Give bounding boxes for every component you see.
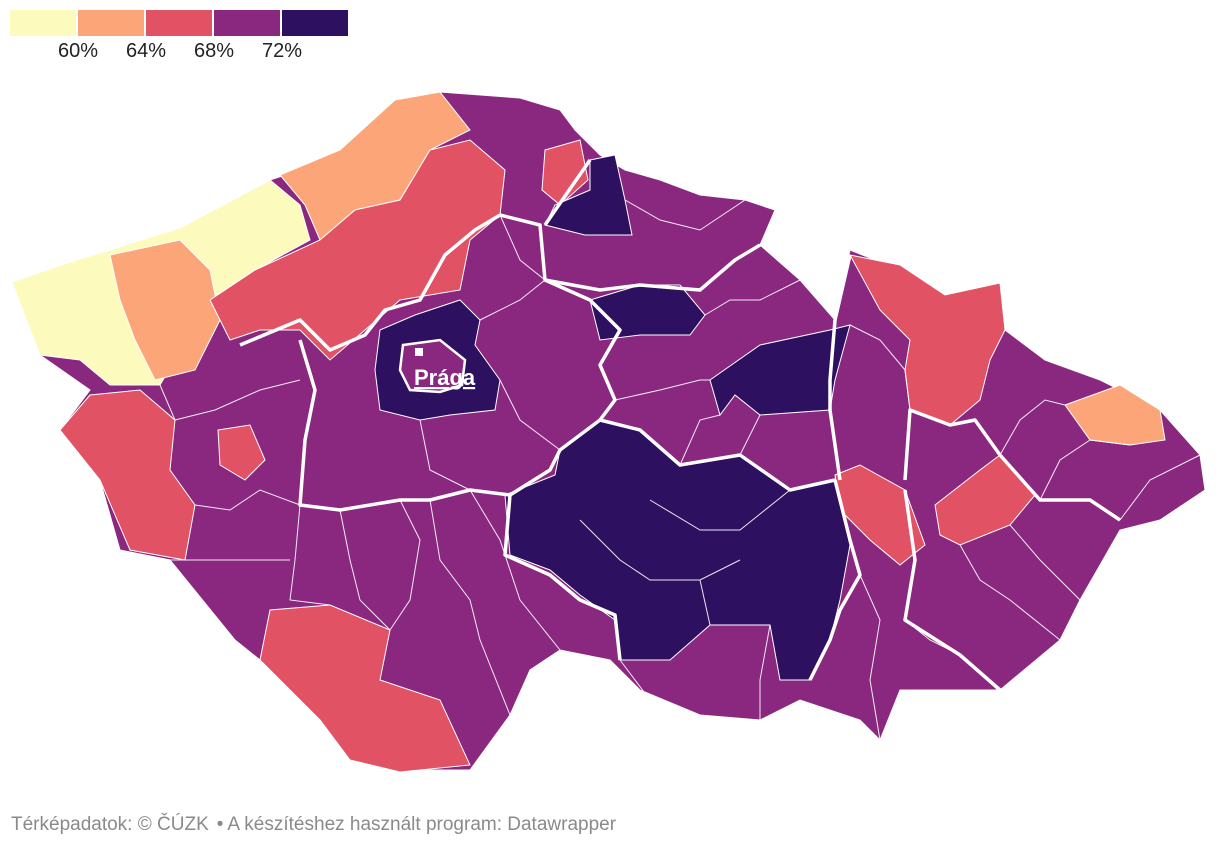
region-border	[828, 254, 852, 481]
region-border	[239, 213, 501, 352]
legend-swatch-5	[282, 10, 348, 36]
region-border	[499, 213, 622, 422]
footer-separator: •	[216, 814, 224, 835]
district-navy-north	[544, 154, 633, 236]
district-red-east-2	[934, 454, 1036, 546]
district-red-north	[541, 139, 589, 206]
legend-swatch-3	[146, 10, 212, 36]
district-borders	[159, 199, 1201, 741]
legend-swatch-4	[214, 10, 280, 36]
legend-swatch-1	[10, 10, 76, 36]
footer: Térképadatok: © ČÚZK • A készítéshez haszn…	[11, 814, 616, 836]
color-legend: 60% 64% 68% 72%	[10, 10, 350, 70]
region-border	[808, 479, 862, 681]
legend-swatch-2	[78, 10, 144, 36]
district-red-west-small	[217, 424, 266, 481]
region-border	[503, 494, 622, 661]
district-red-west	[59, 389, 196, 561]
district-orange-west	[109, 239, 221, 381]
region-border	[543, 159, 592, 226]
choropleth-map: Prága	[11, 91, 1206, 773]
legend-tick-60: 60%	[57, 40, 99, 62]
district-navy-east-north	[709, 324, 851, 417]
district-red-nw	[209, 139, 506, 361]
region-border	[903, 408, 1121, 522]
district-red-south	[259, 604, 471, 773]
legend-tick-64: 64%	[125, 40, 167, 62]
prague-label: Prága	[414, 365, 476, 390]
prague-marker	[415, 348, 423, 356]
footer-tool: A készítéshez használt program: Datawrap…	[227, 814, 617, 835]
region-border	[544, 243, 761, 292]
legend-tick-68: 68%	[193, 40, 235, 62]
footer-source: Térképadatok: © ČÚZK	[11, 814, 209, 835]
legend-tick-72: 72%	[261, 40, 303, 62]
district-red-northeast	[849, 254, 1006, 426]
